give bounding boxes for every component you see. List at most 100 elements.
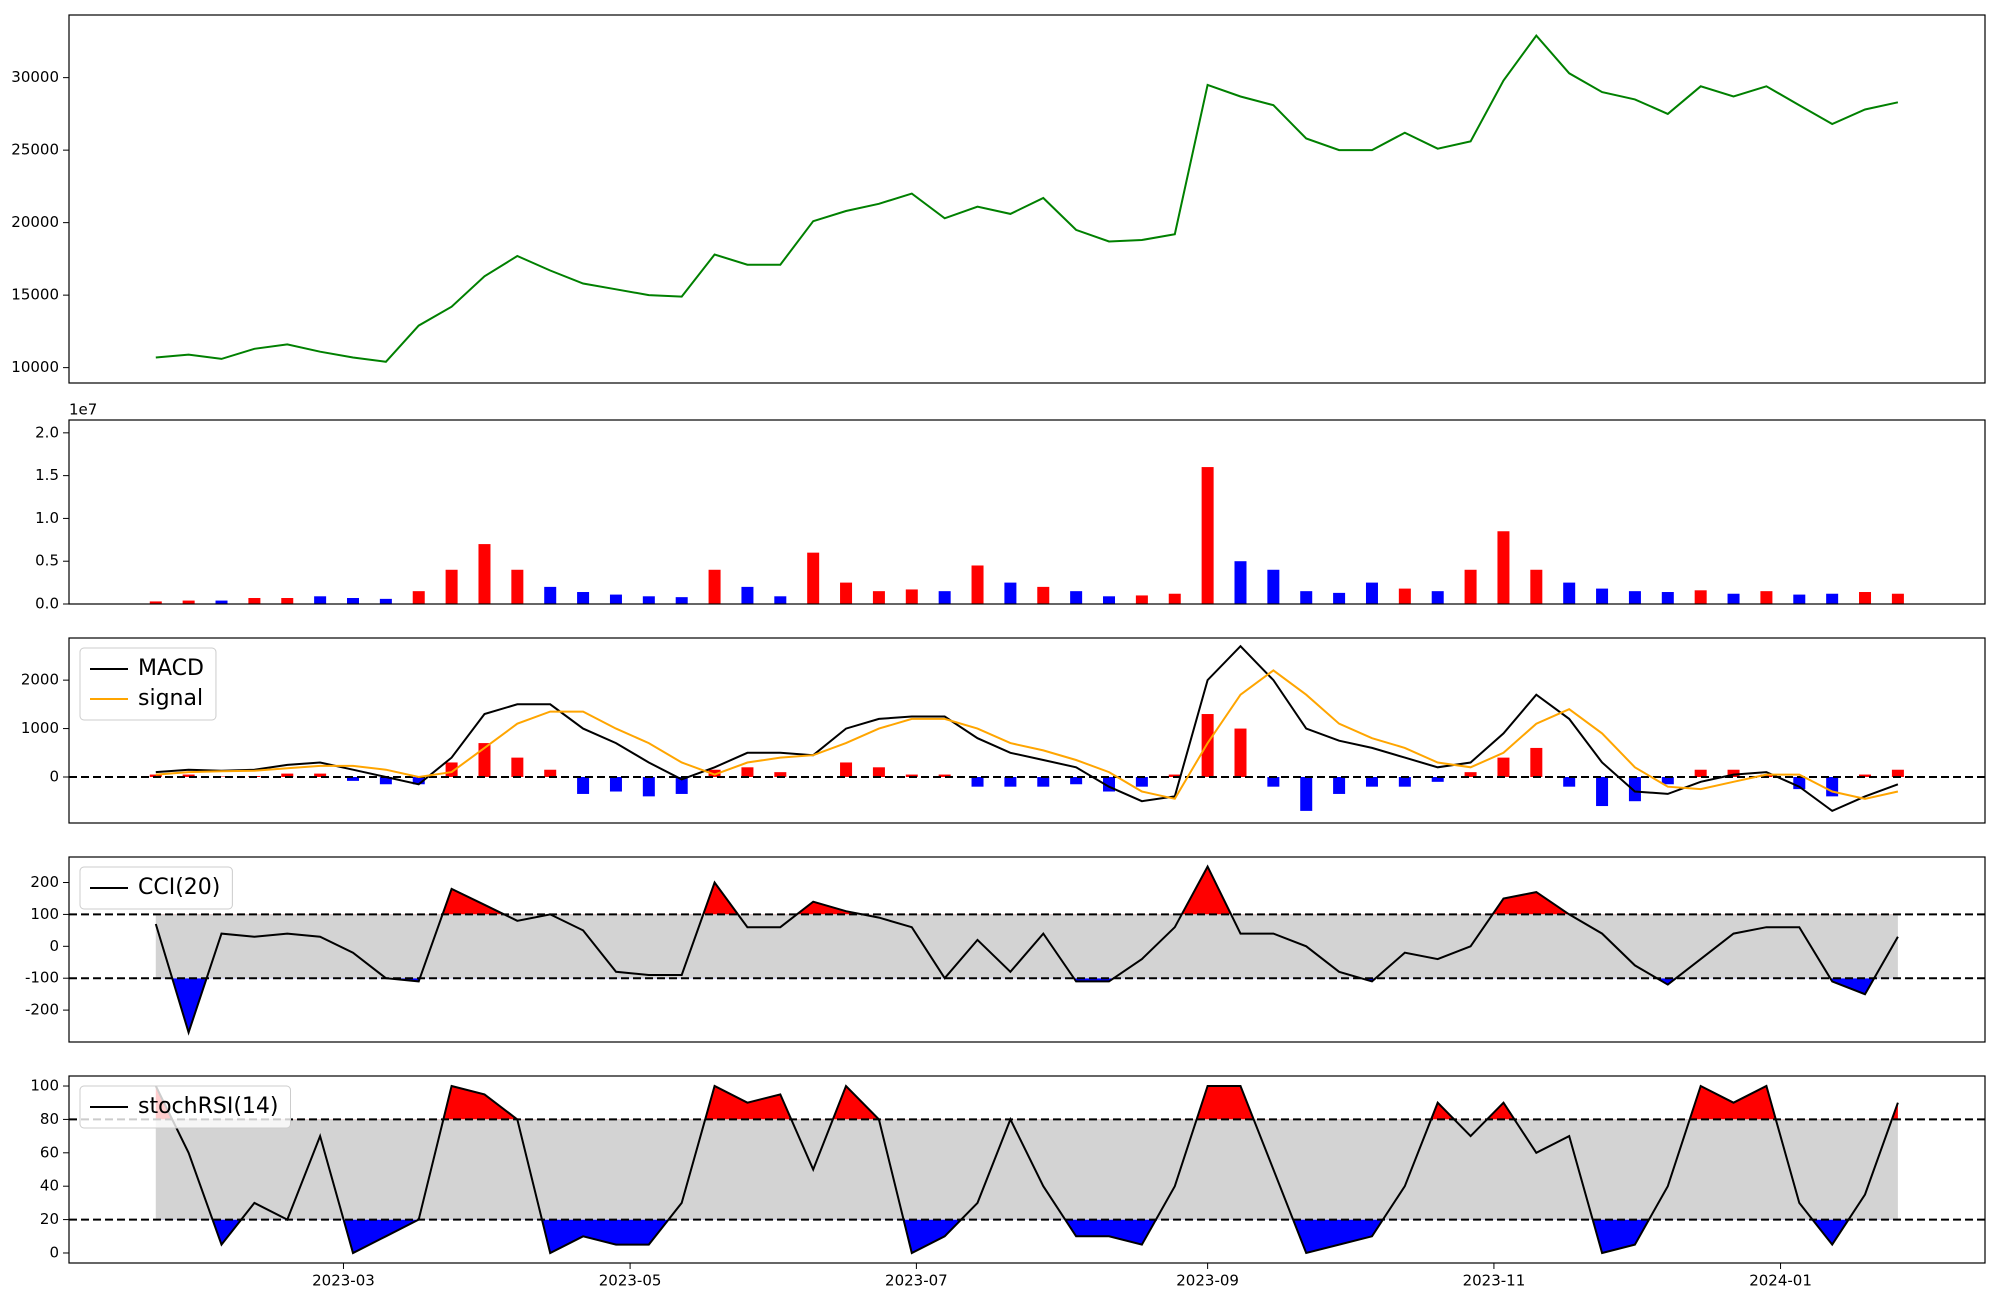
histogram-bar	[379, 776, 392, 785]
histogram-bar	[675, 776, 688, 794]
y-tick-label: 0.0	[35, 595, 59, 613]
volume-bar	[971, 565, 984, 604]
volume-bar	[1333, 592, 1346, 604]
volume-bar	[1760, 591, 1773, 604]
y-tick-label: 100	[30, 905, 59, 923]
histogram-bar	[1563, 776, 1576, 787]
y-tick-label: 1000	[21, 719, 59, 737]
histogram-bar	[281, 773, 294, 777]
y-tick-label: 100	[30, 1077, 59, 1095]
x-tick-label: 2023-05	[599, 1272, 662, 1290]
histogram-bar	[511, 757, 524, 777]
volume-bar	[807, 552, 820, 604]
histogram-bar	[1135, 776, 1148, 787]
legend-box	[79, 1085, 291, 1129]
histogram-bar	[708, 769, 721, 777]
y-tick-label: 2.0	[35, 423, 59, 441]
volume-bar	[1070, 591, 1083, 604]
volume-bar	[1300, 591, 1313, 604]
legend-box	[79, 866, 233, 910]
histogram-bar	[1464, 772, 1477, 777]
volume-bar	[1004, 582, 1017, 604]
plot-area	[69, 864, 1985, 1036]
histogram-bar	[1760, 774, 1773, 777]
axis-offset-label: 1e7	[69, 401, 97, 419]
oversold-fill	[155, 1219, 1898, 1253]
volume-bar	[577, 592, 590, 604]
volume-bar	[1234, 561, 1247, 604]
histogram-bar	[149, 774, 162, 777]
volume-bar	[1793, 594, 1806, 604]
price-line	[155, 33, 1899, 363]
histogram-bar	[642, 776, 655, 797]
y-tick-label: -200	[25, 1001, 59, 1019]
histogram-bar	[1168, 774, 1181, 777]
volume-bar	[1267, 569, 1280, 604]
volume-bar	[215, 600, 228, 604]
legend-box	[79, 647, 217, 721]
y-tick-label: 40	[40, 1177, 59, 1195]
axes-frame	[68, 14, 1986, 384]
histogram-bar	[412, 776, 425, 785]
histogram-bar	[840, 762, 853, 777]
volume-bar	[905, 589, 918, 604]
plot-area	[69, 644, 1985, 813]
histogram-bar	[872, 767, 885, 777]
volume-bar	[1431, 591, 1444, 604]
histogram-bar	[346, 776, 359, 781]
volume-bar	[1530, 569, 1543, 604]
y-tick-label: 80	[40, 1110, 59, 1128]
x-tick-label: 2023-11	[1463, 1272, 1526, 1290]
y-tick-label: 2000	[21, 671, 59, 689]
legend: stochRSI(14)	[79, 1085, 291, 1129]
volume-bar	[872, 591, 885, 604]
volume-bar	[379, 598, 392, 604]
y-tick-label: 1.5	[35, 466, 59, 484]
y-tick-label: 0	[49, 937, 59, 955]
volume-bar	[1694, 590, 1707, 604]
plot-area	[149, 467, 1904, 604]
histogram-bar	[1628, 776, 1641, 802]
histogram-bar	[1826, 776, 1839, 797]
indicator-line	[154, 1084, 1899, 1255]
volume-bar	[1201, 467, 1214, 604]
y-tick-label: 60	[40, 1143, 59, 1161]
overbought-fill	[155, 1086, 1898, 1120]
histogram-bar	[1267, 776, 1280, 787]
volume-bar	[248, 598, 261, 604]
volume-bar	[1628, 591, 1641, 604]
y-tick-label: 0	[49, 767, 59, 785]
histogram-bar	[1201, 714, 1214, 777]
volume-bar	[1135, 595, 1148, 604]
histogram-bar	[1859, 774, 1872, 777]
y-tick-label: 30000	[11, 68, 59, 86]
histogram-bar	[1300, 776, 1313, 811]
volume-bar	[840, 582, 853, 604]
volume-bar	[938, 591, 951, 604]
indicator-line	[155, 644, 1899, 813]
volume-bar	[1464, 569, 1477, 604]
axes-frame	[68, 856, 1986, 1043]
volume-bar	[478, 544, 491, 604]
axes-frame	[68, 637, 1986, 824]
x-tick-label: 2023-09	[1176, 1272, 1239, 1290]
y-tick-label: -100	[25, 969, 59, 987]
volume-bar	[314, 596, 327, 604]
histogram-bar	[1398, 776, 1411, 787]
volume-bar	[1727, 593, 1740, 604]
histogram-bar	[1530, 747, 1543, 777]
overbought-fill	[442, 866, 1570, 915]
volume-bar	[346, 598, 359, 604]
y-tick-label: 1.0	[35, 509, 59, 527]
volume-bar	[708, 569, 721, 604]
histogram-bar	[1037, 776, 1050, 787]
histogram-bar	[1497, 757, 1510, 777]
volume-bar	[1563, 582, 1576, 604]
histogram-bar	[774, 772, 787, 777]
x-tick-label: 2023-03	[312, 1272, 375, 1290]
histogram-bar	[741, 767, 754, 777]
histogram-bar	[1694, 769, 1707, 777]
volume-bar	[1826, 593, 1839, 604]
axes-frame	[68, 1075, 1986, 1264]
histogram-bar	[938, 774, 951, 777]
